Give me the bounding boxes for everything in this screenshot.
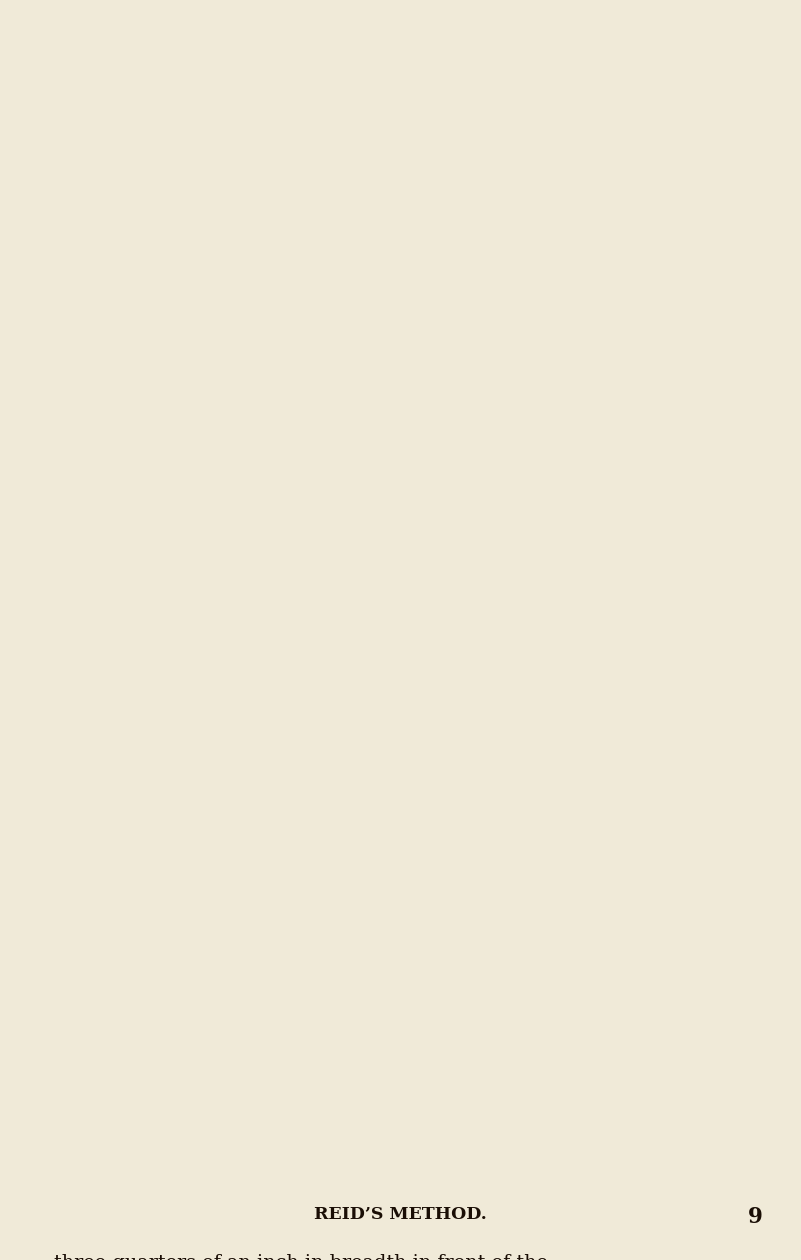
Text: REID’S METHOD.: REID’S METHOD. [314, 1206, 487, 1222]
Text: 9: 9 [747, 1206, 763, 1227]
Text: three-quarters of an inch in breadth in front of the: three-quarters of an inch in breadth in … [54, 1255, 549, 1260]
